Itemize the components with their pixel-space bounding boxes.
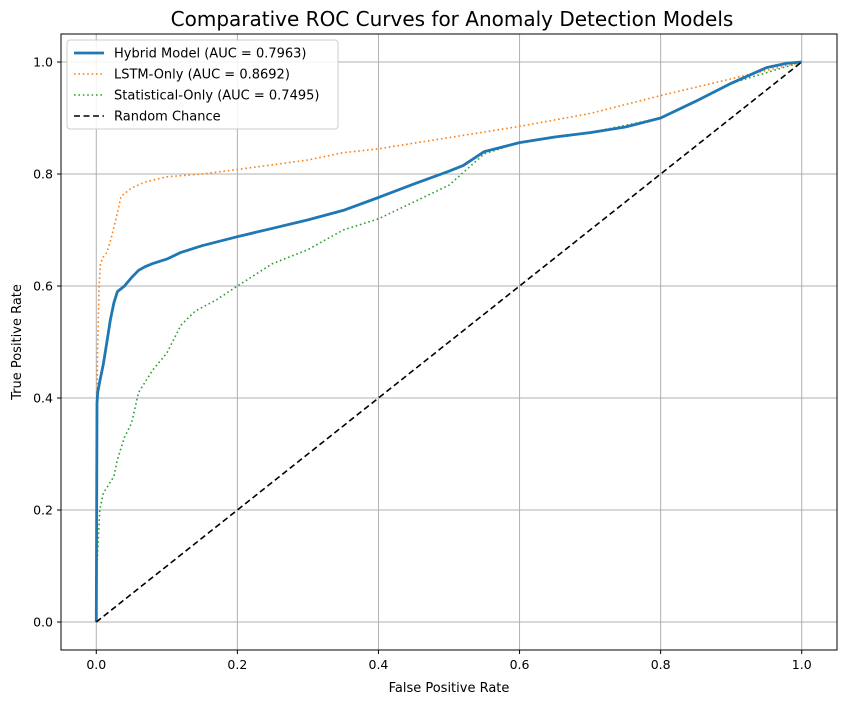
plot-frame: [60, 33, 838, 651]
legend-label-2: Statistical-Only (AUC = 0.7495): [114, 89, 319, 104]
y-tick-label: 0.2: [33, 503, 53, 518]
y-tick-label: 0.4: [33, 391, 53, 406]
series-line-1: [95, 61, 802, 623]
x-tick-label: 0.2: [227, 657, 247, 672]
y-tick-label: 0.0: [33, 615, 53, 630]
legend-label-3: Random Chance: [114, 110, 221, 125]
x-tick-label: 0.6: [510, 657, 530, 672]
legend-label-1: LSTM-Only (AUC = 0.8692): [114, 68, 290, 83]
series-line-3: [95, 61, 803, 623]
series-line-0: [94, 60, 802, 623]
chart-title: Comparative ROC Curves for Anomaly Detec…: [171, 7, 734, 31]
x-tick-label: 0.0: [86, 657, 106, 672]
ticks: 0.0 0.2 0.4 0.6 0.8 1.0 0.0 0.2 0.4 0.6 0.8 1.0: [33, 55, 812, 673]
x-tick-label: 0.4: [369, 657, 389, 672]
series-layer: [94, 60, 803, 623]
legend-label-0: Hybrid Model (AUC = 0.7963): [114, 47, 307, 62]
x-tick-label: 1.0: [792, 657, 812, 672]
legend-box: [66, 39, 339, 130]
y-tick-label: 1.0: [33, 55, 53, 70]
x-tick-label: 0.8: [651, 657, 671, 672]
y-tick-label: 0.8: [33, 167, 53, 182]
y-tick-label: 0.6: [33, 279, 53, 294]
y-axis-label: True Positive Rate: [10, 284, 25, 401]
grid: [61, 34, 837, 650]
x-axis-label: False Positive Rate: [389, 681, 510, 696]
legend: Hybrid Model (AUC = 0.7963) LSTM-Only (AU…: [66, 39, 339, 130]
